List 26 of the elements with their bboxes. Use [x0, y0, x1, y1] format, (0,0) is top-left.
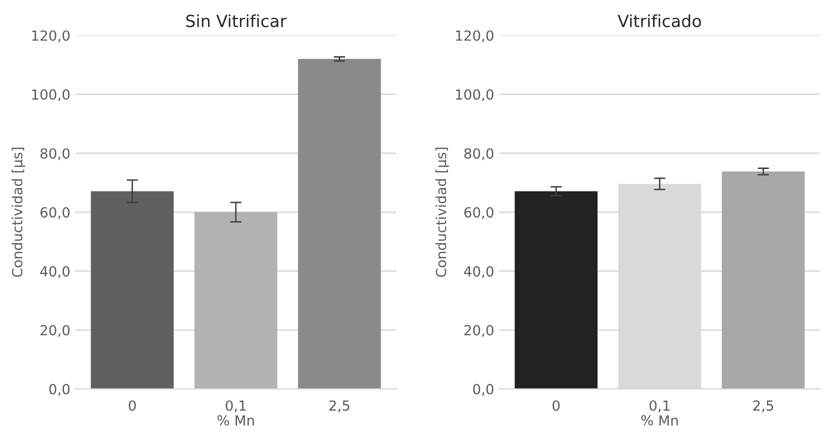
chart-title: Vitrificado: [618, 14, 701, 28]
x-tick-label: 2,5: [329, 400, 350, 412]
chart-title: Sin Vitrificar: [186, 14, 287, 28]
y-tick-label: 100,0: [32, 89, 70, 102]
x-tick-label: 0,1: [650, 400, 670, 412]
x-tick-label: 0,1: [226, 400, 246, 412]
y-tick-label: 40,0: [40, 266, 70, 278]
y-tick-label: 0,0: [473, 384, 494, 396]
y-tick-label: 0,0: [49, 384, 70, 396]
y-tick-label: 100,0: [456, 89, 494, 102]
x-tick-label: 0: [128, 400, 136, 411]
x-tick-label: 2,5: [753, 400, 774, 412]
y-tick-label: 80,0: [464, 148, 494, 160]
x-tick-label: 0: [552, 400, 560, 411]
x-axis-title: % Mn: [641, 415, 678, 426]
y-tick-label: 20,0: [40, 324, 70, 337]
y-axis-title: Conductividad [µs]: [436, 148, 449, 277]
y-tick-label: 40,0: [464, 266, 494, 278]
x-axis-title: % Mn: [217, 415, 254, 426]
y-tick-label: 120,0: [456, 30, 494, 42]
y-tick-label: 60,0: [40, 207, 70, 220]
y-axis-title: Conductividad [µs]: [12, 148, 26, 277]
y-tick-label: 60,0: [464, 207, 494, 220]
y-tick-label: 120,0: [32, 30, 70, 42]
y-tick-label: 80,0: [40, 148, 70, 160]
y-tick-label: 20,0: [464, 324, 494, 337]
